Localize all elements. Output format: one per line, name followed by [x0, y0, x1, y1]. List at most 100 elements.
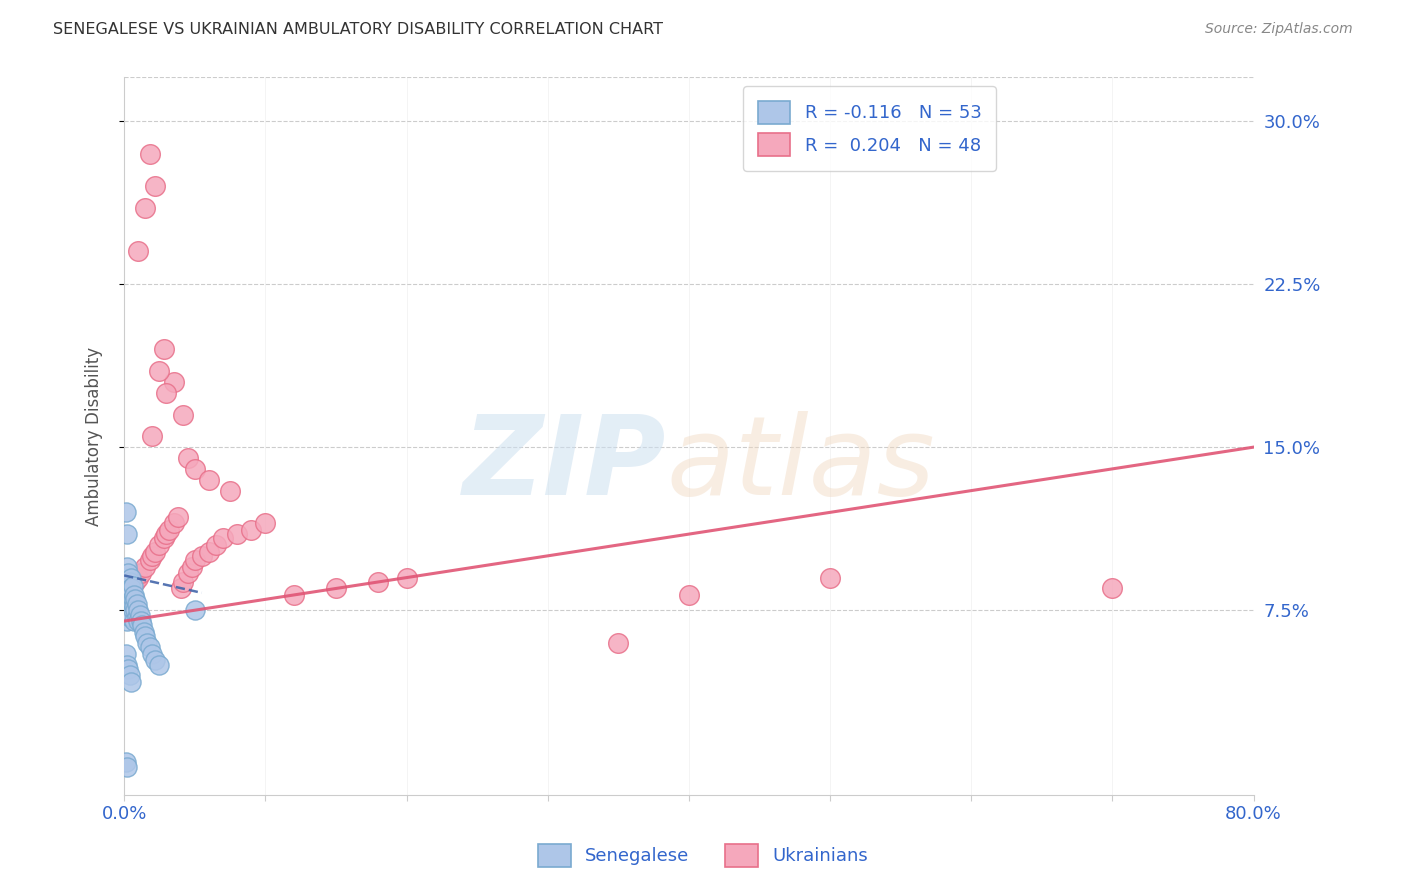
Point — [115, 527, 138, 541]
Point — [131, 618, 153, 632]
Text: Source: ZipAtlas.com: Source: ZipAtlas.com — [1205, 22, 1353, 37]
Point — [120, 571, 142, 585]
Point — [155, 385, 177, 400]
Point — [325, 582, 347, 596]
Point — [115, 614, 138, 628]
Point — [198, 544, 221, 558]
Y-axis label: Ambulatory Disability: Ambulatory Disability — [86, 347, 103, 525]
Point — [122, 599, 145, 613]
Point — [283, 588, 305, 602]
Point — [120, 609, 142, 624]
Point — [219, 483, 242, 498]
Point — [121, 579, 143, 593]
Point — [117, 566, 139, 581]
Point — [212, 532, 235, 546]
Point — [172, 574, 194, 589]
Point — [114, 571, 136, 585]
Point — [134, 201, 156, 215]
Point — [183, 603, 205, 617]
Text: atlas: atlas — [666, 411, 935, 518]
Text: SENEGALESE VS UKRAINIAN AMBULATORY DISABILITY CORRELATION CHART: SENEGALESE VS UKRAINIAN AMBULATORY DISAB… — [53, 22, 664, 37]
Point — [120, 582, 142, 596]
Point — [118, 597, 141, 611]
Point — [152, 532, 174, 546]
Point — [172, 408, 194, 422]
Legend: R = -0.116   N = 53, R =  0.204   N = 48: R = -0.116 N = 53, R = 0.204 N = 48 — [744, 87, 995, 170]
Point — [121, 592, 143, 607]
Point — [124, 574, 146, 589]
Point — [114, 647, 136, 661]
Point — [141, 429, 163, 443]
Point — [155, 527, 177, 541]
Point — [115, 588, 138, 602]
Point — [138, 146, 160, 161]
Point — [678, 588, 700, 602]
Point — [395, 571, 418, 585]
Point — [818, 571, 841, 585]
Point — [254, 516, 277, 531]
Point — [114, 756, 136, 770]
Point — [127, 614, 149, 628]
Point — [138, 553, 160, 567]
Point — [148, 364, 170, 378]
Point — [367, 574, 389, 589]
Point — [115, 559, 138, 574]
Point — [118, 574, 141, 589]
Point — [114, 603, 136, 617]
Point — [138, 640, 160, 655]
Point — [122, 614, 145, 628]
Point — [127, 244, 149, 259]
Point — [122, 588, 145, 602]
Point — [117, 662, 139, 676]
Point — [118, 668, 141, 682]
Point — [148, 538, 170, 552]
Point — [117, 606, 139, 620]
Point — [125, 609, 148, 624]
Point — [115, 599, 138, 613]
Point — [143, 653, 166, 667]
Point — [180, 559, 202, 574]
Point — [115, 574, 138, 589]
Point — [162, 375, 184, 389]
Point — [169, 582, 191, 596]
Point — [120, 588, 142, 602]
Point — [124, 603, 146, 617]
Point — [114, 592, 136, 607]
Point — [134, 629, 156, 643]
Point — [205, 538, 228, 552]
Point — [607, 636, 630, 650]
Point — [134, 559, 156, 574]
Point — [183, 553, 205, 567]
Point — [129, 566, 152, 581]
Text: ZIP: ZIP — [463, 411, 666, 518]
Point — [128, 607, 150, 622]
Point — [176, 566, 198, 581]
Point — [143, 179, 166, 194]
Point — [143, 544, 166, 558]
Point — [125, 597, 148, 611]
Point — [127, 571, 149, 585]
Point — [120, 675, 142, 690]
Point — [198, 473, 221, 487]
Point — [141, 549, 163, 563]
Point — [129, 614, 152, 628]
Point — [191, 549, 214, 563]
Point — [117, 592, 139, 607]
Point — [183, 462, 205, 476]
Point — [176, 450, 198, 465]
Point — [162, 516, 184, 531]
Legend: Senegalese, Ukrainians: Senegalese, Ukrainians — [531, 837, 875, 874]
Point — [118, 586, 141, 600]
Point — [148, 657, 170, 672]
Point — [1101, 582, 1123, 596]
Point — [157, 523, 180, 537]
Point — [114, 505, 136, 519]
Point — [132, 624, 155, 639]
Point — [166, 509, 188, 524]
Point — [226, 527, 249, 541]
Point — [118, 609, 141, 624]
Point — [115, 657, 138, 672]
Point — [152, 343, 174, 357]
Point — [141, 647, 163, 661]
Point — [124, 592, 146, 607]
